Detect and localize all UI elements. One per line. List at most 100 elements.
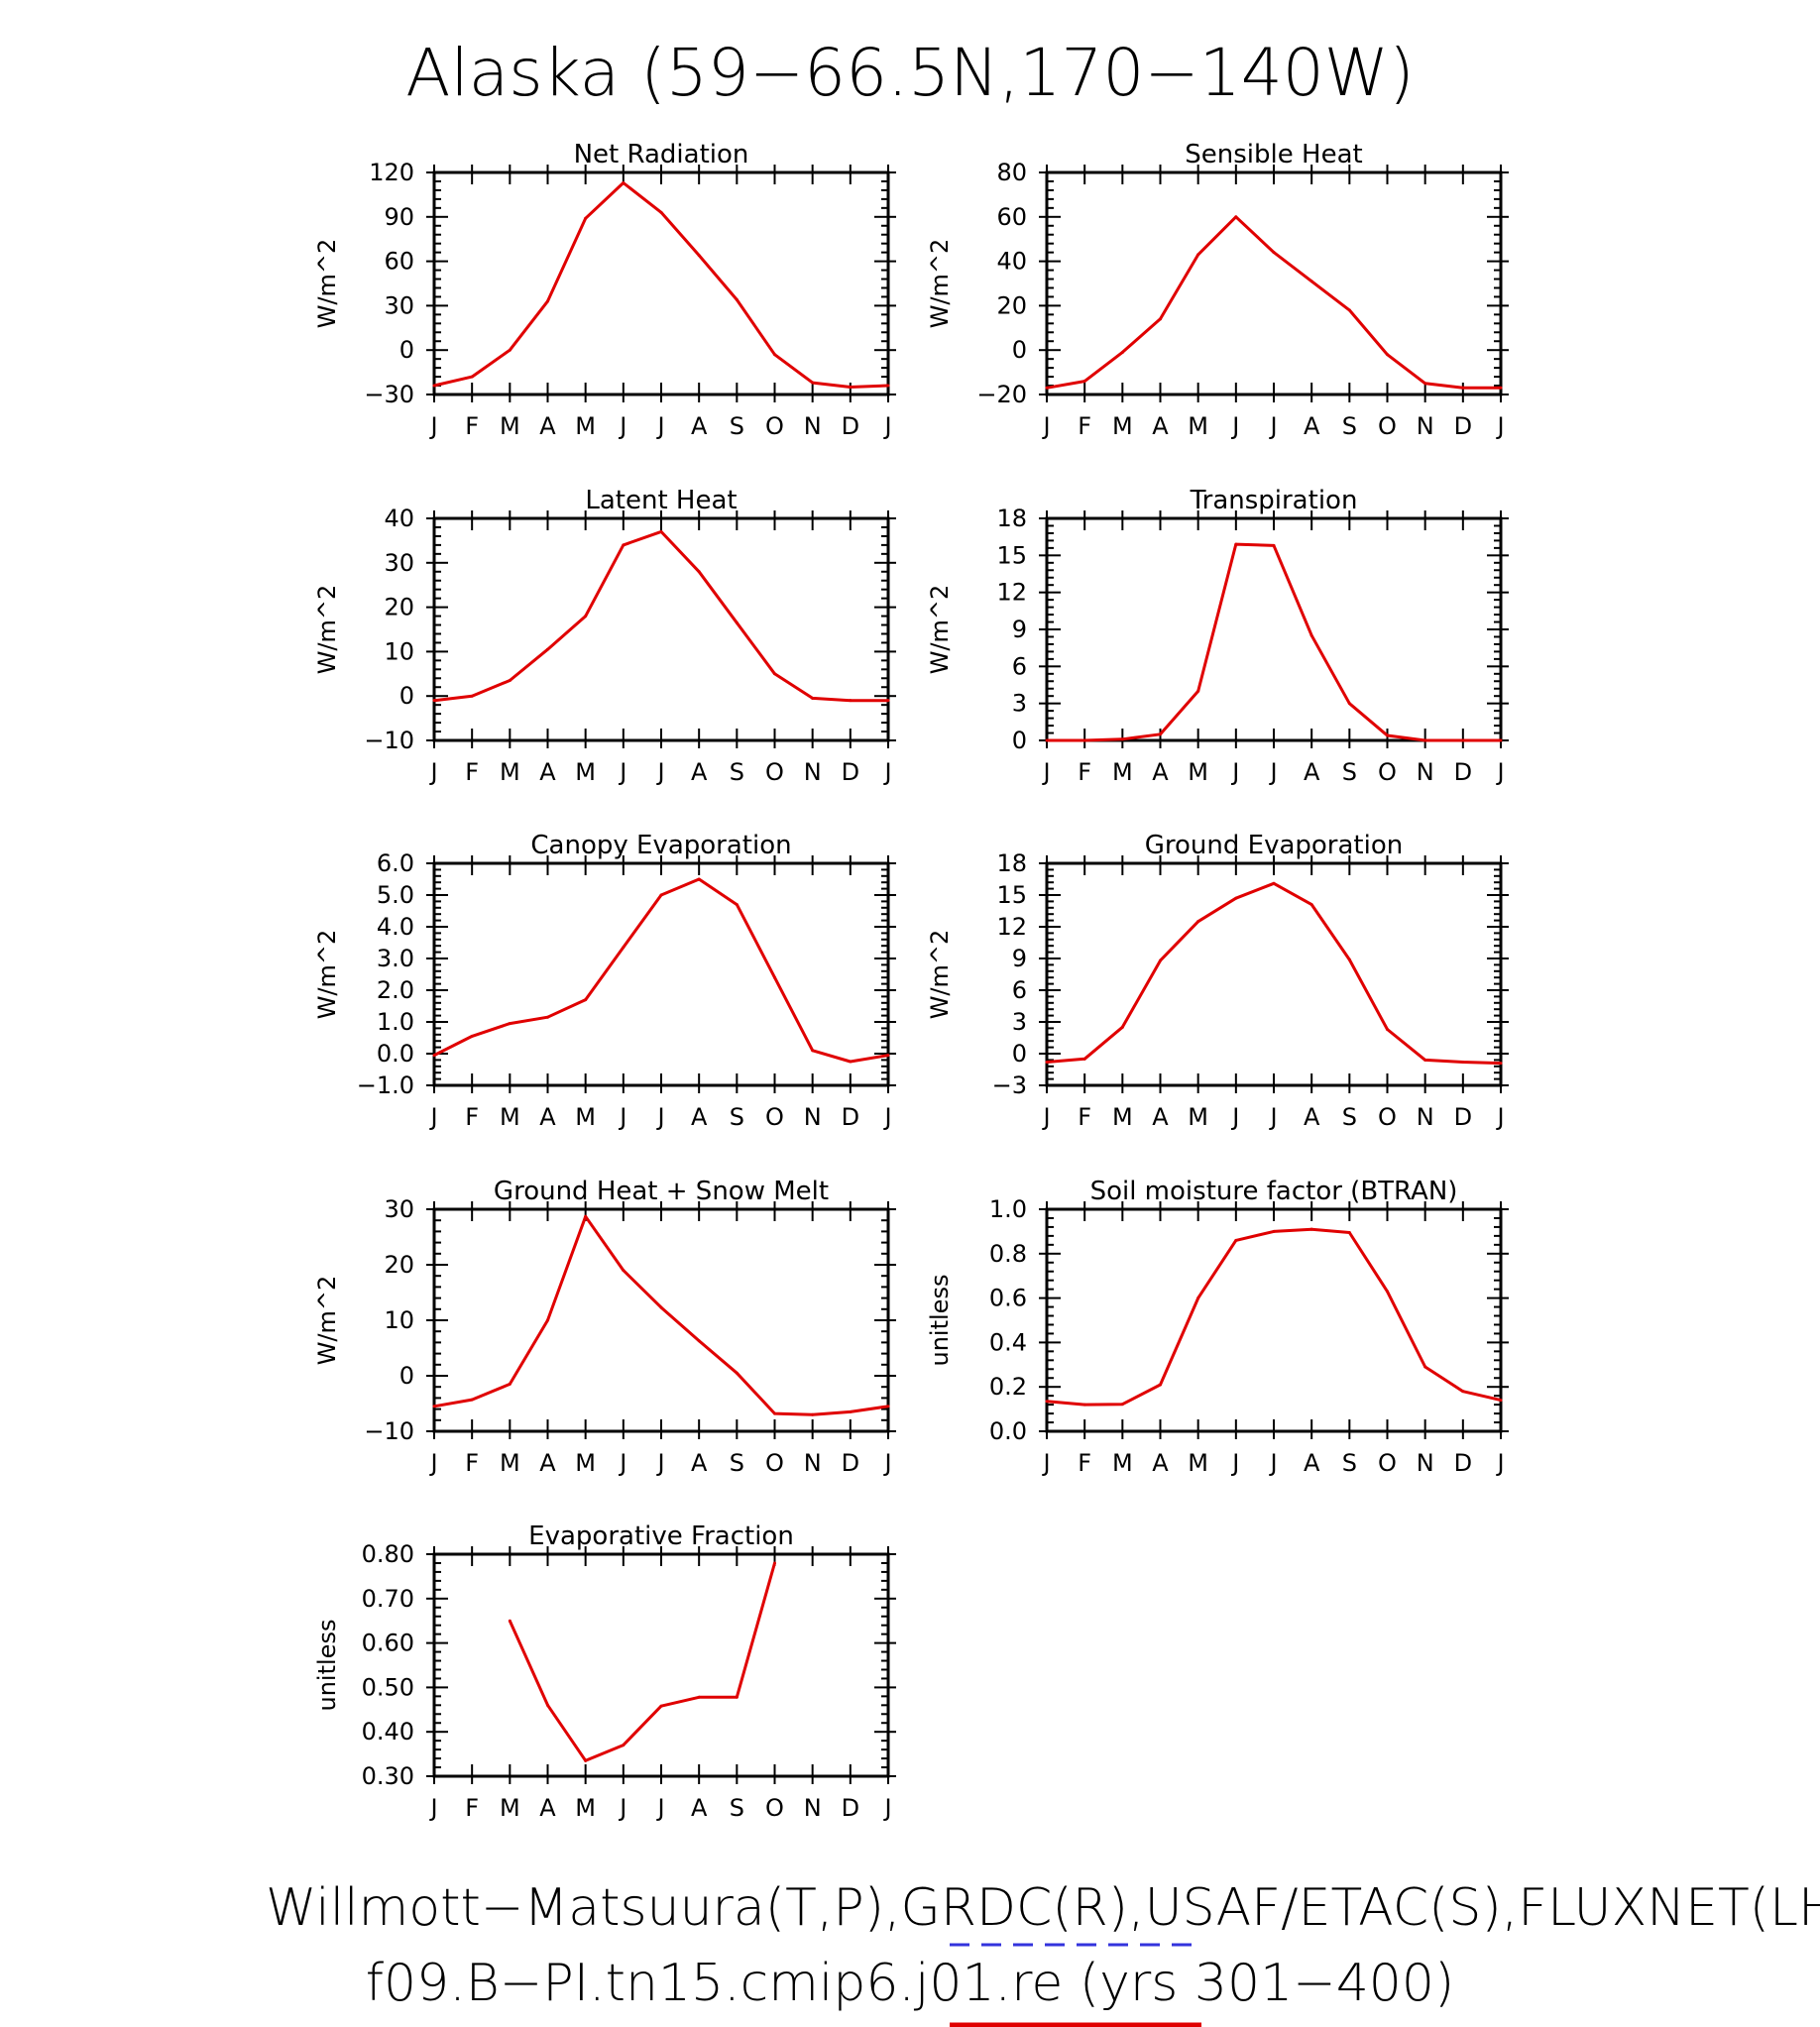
x-tick-label: J (882, 1103, 891, 1131)
x-tick-label: J (428, 758, 437, 786)
x-tick-label: J (428, 412, 437, 440)
x-tick-label: J (1041, 412, 1050, 440)
soil-moisture-factor-btran-data-point (1423, 1365, 1427, 1369)
ground-heat-snow-melt-data-point (773, 1411, 776, 1415)
x-tick-label: A (1304, 1103, 1320, 1131)
ground-evaporation-title: Ground Evaporation (1145, 831, 1403, 860)
y-tick-label: 10 (384, 1306, 414, 1334)
x-tick-label: F (1078, 1449, 1091, 1477)
net-radiation-ylabel: W/m^2 (313, 239, 341, 329)
transpiration-data-point (1309, 633, 1313, 637)
y-tick-label: 12 (996, 579, 1027, 607)
soil-moisture-factor-btran-data-point (1234, 1238, 1238, 1242)
x-tick-label: F (465, 758, 479, 786)
net-radiation-data-point (432, 384, 436, 388)
soil-moisture-factor-btran-data-point (1159, 1383, 1162, 1387)
x-tick-label: J (1041, 1103, 1050, 1131)
canopy-evaporation-data-point (773, 975, 776, 979)
transpiration-data-point (1159, 732, 1162, 736)
x-tick-label: M (1188, 412, 1208, 440)
footer-case: f09.B−PI.tn15.cmip6.j01.re (yrs 301−400) (366, 1954, 1455, 2013)
y-tick-label: 0 (1012, 1040, 1027, 1068)
latent-heat-data-point (470, 694, 474, 698)
x-tick-label: S (730, 1103, 744, 1131)
y-tick-label: 1.0 (377, 1008, 414, 1036)
x-tick-label: A (1152, 758, 1169, 786)
latent-heat-data-point (886, 699, 890, 703)
canopy-evaporation-ylabel: W/m^2 (313, 930, 341, 1020)
x-tick-label: M (1188, 1103, 1208, 1131)
sensible-heat-data-point (1499, 386, 1503, 390)
y-tick-label: 6.0 (377, 849, 414, 877)
ground-heat-snow-melt-data-point (659, 1305, 663, 1309)
transpiration-data-point (1045, 738, 1049, 742)
x-tick-label: N (804, 412, 822, 440)
transpiration-frame (1045, 516, 1503, 742)
latent-heat-data-point (622, 543, 626, 547)
x-tick-label: F (465, 1449, 479, 1477)
x-tick-label: A (1304, 412, 1320, 440)
y-tick-label: 6 (1012, 976, 1027, 1004)
x-tick-label: N (804, 1103, 822, 1131)
transpiration-data-point (1499, 738, 1503, 742)
soil-moisture-factor-btran-data-point (1045, 1400, 1049, 1404)
latent-heat-data-point (546, 647, 549, 651)
evaporative-fraction-data-point (584, 1758, 588, 1762)
x-tick-label: A (691, 758, 708, 786)
x-tick-label: A (539, 1449, 556, 1477)
x-tick-label: F (1078, 412, 1091, 440)
x-tick-label: N (804, 758, 822, 786)
ground-heat-snow-melt-data-point (546, 1318, 549, 1322)
x-tick-label: O (1378, 1103, 1397, 1131)
x-tick-label: O (765, 1449, 784, 1477)
y-tick-label: −10 (364, 727, 414, 754)
transpiration-data-point (1347, 702, 1351, 706)
y-tick-label: 2.0 (377, 976, 414, 1004)
x-tick-label: J (1495, 758, 1504, 786)
latent-heat-series-line (433, 529, 888, 703)
net-radiation-data-point (773, 353, 776, 357)
ground-evaporation-data-point (1120, 1025, 1124, 1029)
x-tick-label: M (500, 1103, 520, 1131)
sensible-heat-data-point (1234, 215, 1238, 219)
ground-evaporation-data-point (1272, 881, 1276, 885)
evaporative-fraction-ylabel: unitless (313, 1620, 341, 1712)
x-tick-label: D (842, 758, 859, 786)
sensible-heat-series-line (1046, 215, 1501, 390)
y-tick-label: 20 (384, 594, 414, 621)
x-tick-label: S (1342, 412, 1357, 440)
x-tick-label: M (575, 1449, 596, 1477)
x-tick-label: J (882, 1794, 891, 1822)
net-radiation-data-point (470, 375, 474, 379)
net-radiation-data-point (622, 180, 626, 184)
x-tick-label: F (465, 412, 479, 440)
ground-evaporation-data-point (1045, 1061, 1049, 1065)
soil-moisture-factor-btran-data-point (1082, 1403, 1086, 1407)
x-tick-label: O (765, 1103, 784, 1131)
latent-heat-data-point (508, 679, 512, 683)
x-tick-label: F (1078, 1103, 1091, 1131)
sensible-heat-title: Sensible Heat (1185, 140, 1362, 169)
x-tick-label: J (428, 1794, 437, 1822)
ground-heat-snow-melt-ylabel: W/m^2 (313, 1276, 341, 1366)
sensible-heat-data-point (1386, 353, 1389, 357)
soil-moisture-factor-btran-title: Soil moisture factor (BTRAN) (1090, 1177, 1458, 1206)
canopy-evaporation-data-point (697, 877, 701, 881)
x-tick-label: M (1112, 412, 1133, 440)
ground-evaporation-data-point (1347, 957, 1351, 961)
net-radiation-title: Net Radiation (574, 140, 749, 169)
x-tick-label: A (539, 1103, 556, 1131)
canopy-evaporation-panel: J F M A M J J A S O N D J−1.00.01.02.03.04.05.06.0Ca… (313, 831, 896, 1131)
y-tick-label: 18 (996, 505, 1027, 532)
y-tick-label: 5.0 (377, 881, 414, 909)
evaporative-fraction-frame (432, 1552, 890, 1778)
latent-heat-data-point (584, 615, 588, 619)
ground-heat-snow-melt-data-point (584, 1214, 588, 1218)
y-tick-label: 3 (1012, 690, 1027, 718)
y-tick-label: −10 (364, 1417, 414, 1445)
ground-evaporation-series-line (1046, 881, 1502, 1066)
transpiration-data-point (1196, 689, 1200, 693)
transpiration-data-point (1234, 542, 1238, 546)
x-tick-label: M (1188, 1449, 1208, 1477)
